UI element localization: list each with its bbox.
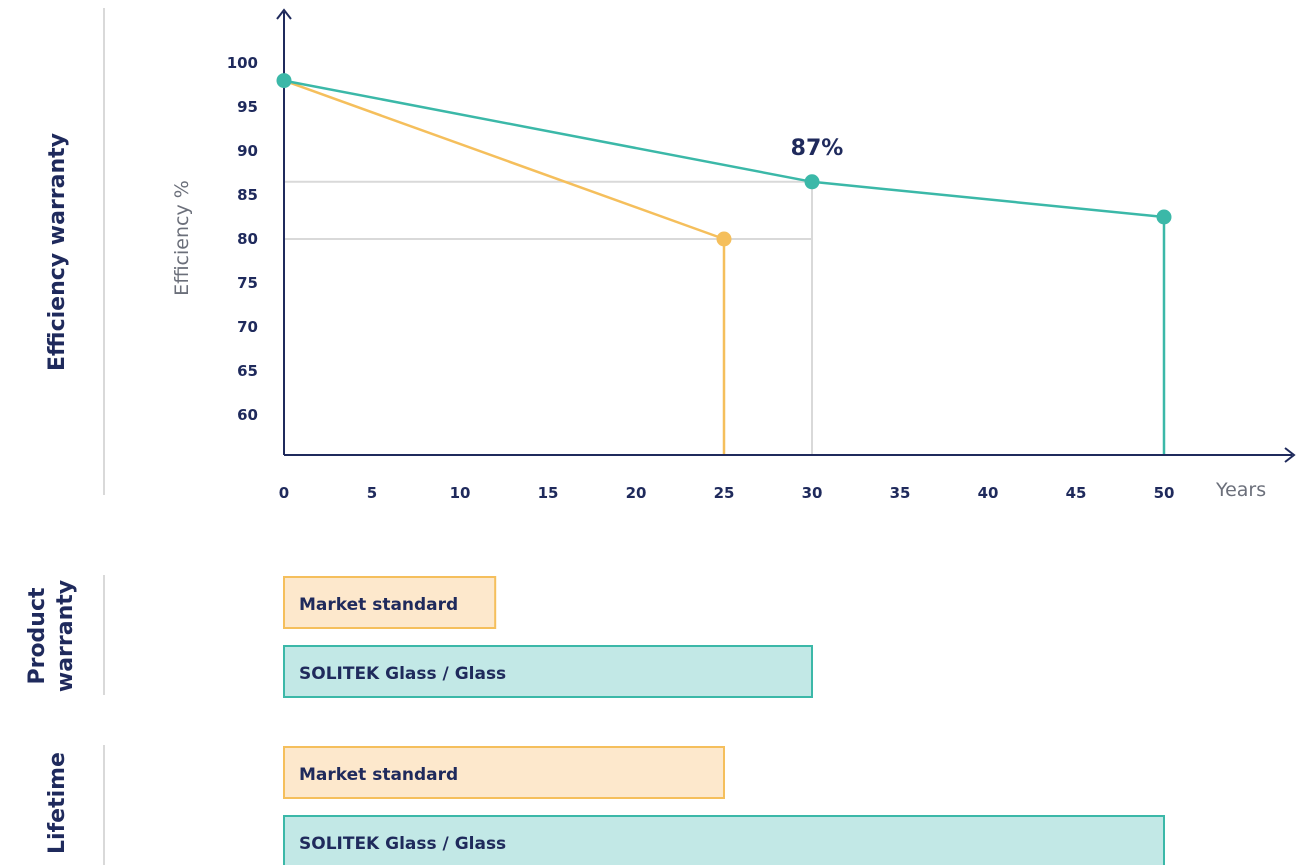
series-lines (283, 79, 1165, 241)
callout-label: 87% (791, 136, 844, 161)
point-teal-50 (1156, 209, 1172, 225)
y-axis-title: Efficiency % (171, 180, 193, 296)
y-tick-label-70: 70 (237, 318, 258, 336)
y-tick-label-90: 90 (237, 142, 258, 160)
bar-label-product-teal: SOLITEK Glass / Glass (299, 664, 506, 684)
y-tick-label-95: 95 (237, 98, 258, 116)
point-orange-25 (716, 231, 732, 247)
x-tick-label-15: 15 (538, 484, 559, 502)
y-tick-label-60: 60 (237, 406, 258, 424)
guide-lines (284, 180, 1166, 455)
point-teal-0 (276, 73, 292, 89)
warranty-bars: Market standard SOLITEK Glass / Glass Mark… (283, 576, 1165, 865)
y-tick-label-80: 80 (237, 230, 258, 248)
tick-labels: 0 5 10 15 20 25 30 35 40 45 50 60 65 70 75 80 85 90 95 100 (227, 54, 1175, 502)
bar-label-lifetime-orange: Market standard (299, 765, 458, 785)
x-axis-arrow (1284, 447, 1296, 463)
bar-lifetime-orange (283, 746, 725, 799)
y-axis-arrow (276, 8, 292, 20)
y-tick-label-85: 85 (237, 186, 258, 204)
x-tick-label-20: 20 (626, 484, 647, 502)
x-tick-label-40: 40 (978, 484, 999, 502)
x-tick-label-10: 10 (450, 484, 471, 502)
data-points: 87% (276, 73, 1172, 247)
section-label-product-line1: Product (25, 587, 50, 685)
y-tick-label-65: 65 (237, 362, 258, 380)
y-tick-label-100: 100 (227, 54, 258, 72)
x-tick-label-45: 45 (1066, 484, 1087, 502)
x-tick-label-5: 5 (367, 484, 377, 502)
x-tick-label-0: 0 (279, 484, 289, 502)
x-tick-label-30: 30 (802, 484, 823, 502)
series-line-orange (283, 79, 725, 241)
section-label-product-line2: warranty (53, 580, 78, 692)
x-tick-label-35: 35 (890, 484, 911, 502)
bar-label-product-orange: Market standard (299, 595, 458, 615)
point-teal-30 (804, 174, 820, 190)
section-label-efficiency: Efficiency warranty (45, 133, 70, 371)
x-tick-label-25: 25 (714, 484, 735, 502)
bar-product-teal (283, 645, 813, 698)
bar-lifetime-teal (283, 815, 1165, 865)
bar-label-lifetime-teal: SOLITEK Glass / Glass (299, 834, 506, 854)
x-axis-title: Years (1215, 479, 1266, 501)
x-tick-label-50: 50 (1154, 484, 1175, 502)
bar-product-orange (283, 576, 497, 629)
series-line-teal (283, 79, 1165, 219)
y-tick-label-75: 75 (237, 274, 258, 292)
section-label-lifetime: Lifetime (45, 752, 70, 854)
